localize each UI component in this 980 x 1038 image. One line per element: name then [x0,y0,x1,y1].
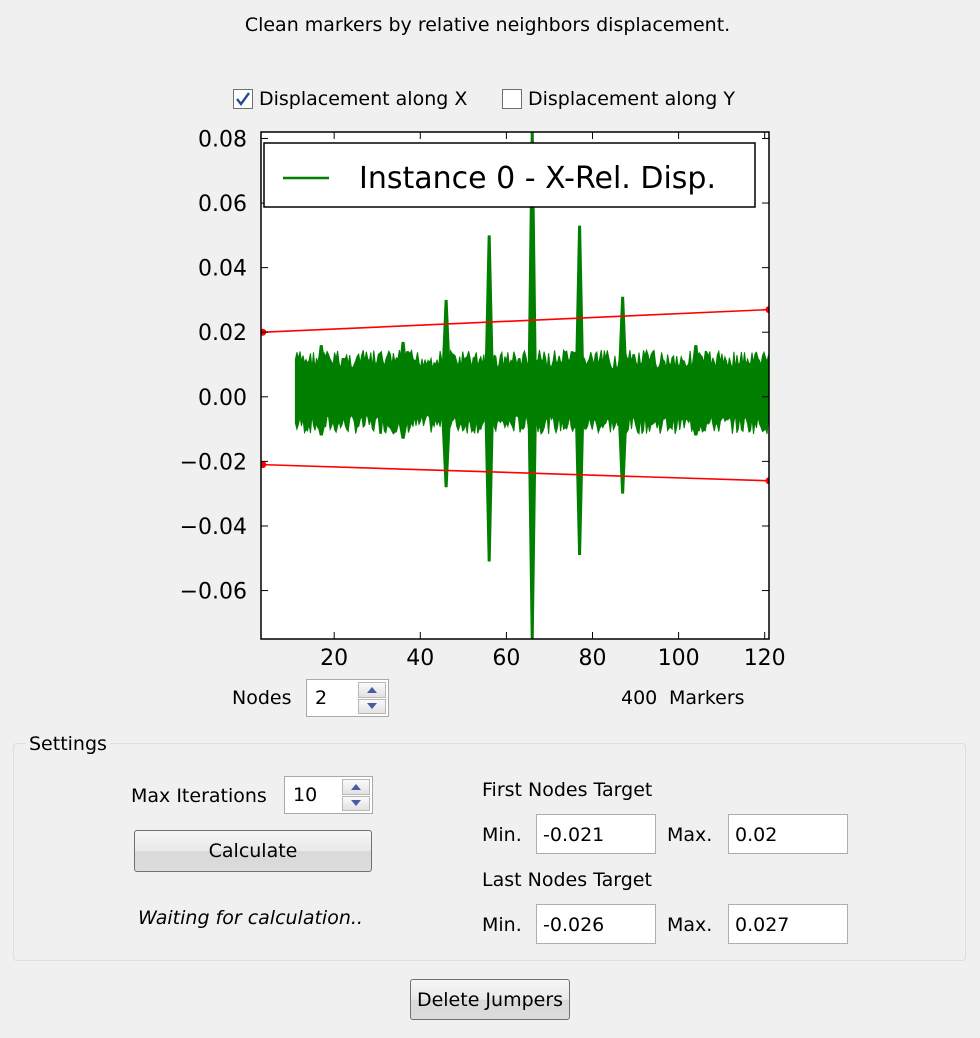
legend-label: Instance 0 - X-Rel. Disp. [359,161,716,196]
spike-7 [691,345,701,436]
spin-down-icon[interactable] [358,698,386,714]
last-nodes-max-label: Max. [667,914,713,936]
calculate-button[interactable]: Calculate [134,830,372,872]
max-iterations-spinbox[interactable]: 10 [284,776,373,814]
y-tick-label: −0.04 [180,515,247,540]
last-nodes-max-field[interactable]: 0.027 [728,904,848,944]
checkbox-checked-icon[interactable] [233,89,253,109]
displacement-y-checkbox[interactable]: Displacement along Y [502,88,735,110]
last-nodes-min-field[interactable]: -0.026 [536,904,656,944]
plot-frame [260,131,770,640]
first-nodes-max-label: Max. [667,824,713,846]
displacement-x-checkbox[interactable]: Displacement along X [233,88,467,110]
target-node-end-1 [765,306,769,314]
settings-title: Settings [26,733,110,755]
spike-0 [316,345,326,436]
spike-6 [618,296,628,494]
x-tick-label: 80 [578,646,606,670]
markers-label: Markers [669,687,745,709]
status-text: Waiting for calculation.. [138,907,363,929]
target-line-2 [262,463,769,482]
spin-up-icon[interactable] [342,779,370,795]
x-tick-label: 40 [406,646,434,670]
nodes-spinbox[interactable]: 2 [306,679,389,717]
markers-count: 400 [621,687,658,709]
displacement-x-label: Displacement along X [259,88,468,110]
x-tick-label: 120 [744,646,786,670]
nodes-value: 2 [315,687,328,709]
y-tick-label: 0.06 [198,192,247,217]
max-iterations-label: Max Iterations [131,785,267,807]
target-node-end-2 [765,477,769,485]
spike-5 [575,225,585,556]
y-tick-label: −0.02 [180,450,247,475]
legend-box [263,142,756,208]
x-tick-label: 60 [492,646,520,670]
target-line-1 [262,308,769,334]
checkbox-unchecked-icon[interactable] [502,89,522,109]
settings-group [13,743,966,961]
first-nodes-max-field[interactable]: 0.02 [728,814,848,854]
displacement-y-label: Displacement along Y [528,88,735,110]
first-nodes-min-field[interactable]: -0.021 [536,814,656,854]
spike-3 [484,235,494,562]
spike-4 [527,132,537,639]
y-tick-label: 0.02 [198,321,247,346]
last-nodes-min-label: Min. [482,914,522,936]
y-tick-label: −0.06 [180,580,247,605]
y-tick-label: 0.00 [198,386,247,411]
first-nodes-min-label: Min. [482,824,522,846]
last-nodes-target-title: Last Nodes Target [482,869,652,891]
y-tick-label: 0.08 [198,127,247,152]
x-tick-label: 20 [320,646,348,670]
spin-down-icon[interactable] [342,795,370,811]
target-node-start-2 [261,461,267,469]
first-nodes-target-title: First Nodes Target [482,779,653,801]
max-iterations-value: 10 [293,784,318,806]
spike-1 [398,341,408,439]
displacement-chart: 0.08 0.06 0.04 0.02 0.00 −0.02 −0.04 −0.06 20 40 6… [180,127,786,670]
x-tick-label: 100 [658,646,700,670]
spin-up-icon[interactable] [358,682,386,698]
y-tick-label: 0.04 [198,257,247,282]
nodes-label: Nodes [232,687,292,709]
delete-jumpers-button[interactable]: Delete Jumpers [410,979,570,1020]
dialog-title: Clean markers by relative neighbors disp… [244,14,731,36]
spike-2 [441,299,451,488]
